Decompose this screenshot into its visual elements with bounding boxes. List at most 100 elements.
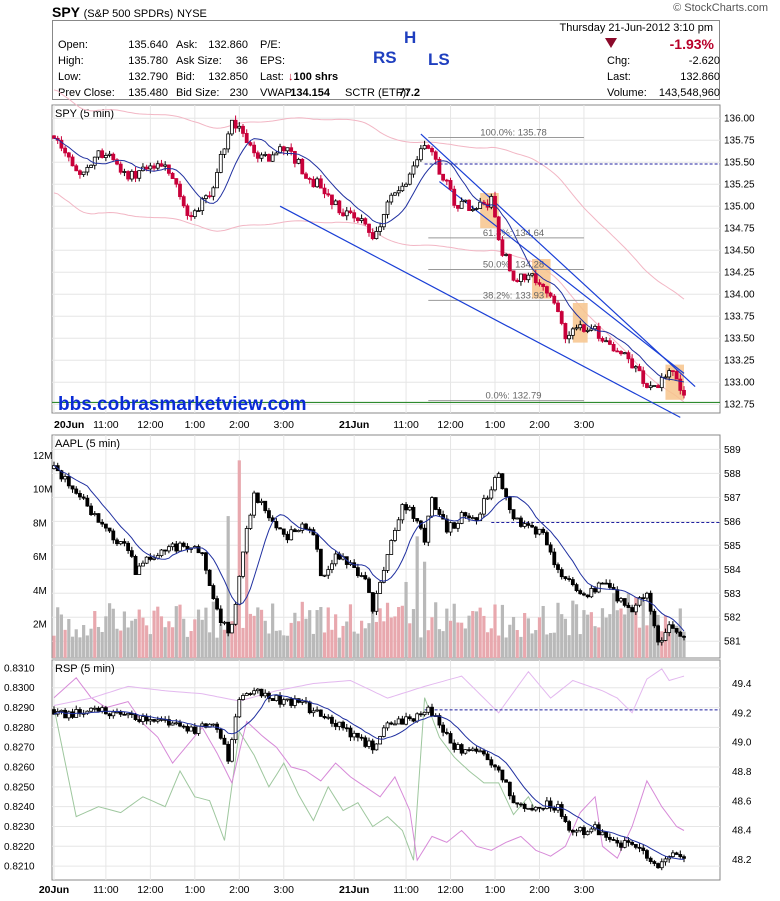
candle-body xyxy=(574,830,579,833)
candle-body xyxy=(567,334,572,340)
candle-body xyxy=(307,177,312,180)
candle-body xyxy=(289,529,294,541)
candle-body xyxy=(281,528,286,535)
candle-body xyxy=(66,152,71,158)
candle-body xyxy=(192,210,197,218)
candle-body xyxy=(530,273,534,276)
candle-body xyxy=(137,170,142,179)
candle-body xyxy=(185,726,190,732)
volume-bar xyxy=(641,600,645,658)
candle-body xyxy=(481,750,486,755)
candle-body xyxy=(285,698,290,701)
volume-bar xyxy=(137,609,141,658)
volume-bar xyxy=(382,621,386,658)
y-tick-label: 133.25 xyxy=(724,356,755,367)
candle-body xyxy=(426,706,431,713)
volume-bar xyxy=(408,623,412,658)
volume-bar xyxy=(345,621,349,658)
candle-body xyxy=(670,852,675,857)
candle-body xyxy=(663,632,668,641)
volume-bar xyxy=(82,625,86,658)
candle-body xyxy=(107,527,112,532)
candle-body xyxy=(652,861,657,864)
candle-body xyxy=(600,338,605,342)
candle-body xyxy=(374,593,379,612)
candle-body xyxy=(259,154,264,159)
candle-body xyxy=(103,707,108,715)
candle-body xyxy=(622,598,627,606)
candle-body xyxy=(607,340,612,345)
volume-bar xyxy=(374,621,379,658)
candle-body xyxy=(474,748,479,752)
volume-bar xyxy=(600,608,605,658)
candle-body xyxy=(626,840,631,843)
candle-body xyxy=(496,473,501,478)
candle-body xyxy=(78,492,82,498)
candle-body xyxy=(415,518,420,522)
volume-bar xyxy=(523,612,527,658)
candle-body xyxy=(370,232,375,240)
symbol: SPY xyxy=(52,4,81,20)
x-tick-label-bottom: 21Jun xyxy=(339,884,369,896)
candle-body xyxy=(248,514,253,529)
y-tick-label: 132.75 xyxy=(724,400,755,411)
y-tick-label: 133.75 xyxy=(724,312,755,323)
candle-body xyxy=(504,488,509,498)
candle-body xyxy=(281,699,286,705)
volume-bar xyxy=(515,630,519,658)
candle-body xyxy=(196,725,201,734)
y-tick-label: 585 xyxy=(724,541,741,552)
volume-bar xyxy=(219,624,223,658)
quote-value-1: 135.780 xyxy=(128,55,168,67)
candles-1 xyxy=(52,461,686,646)
candle-body xyxy=(400,504,405,521)
quote-label-3: Prev Close: xyxy=(58,87,115,99)
volume-bar xyxy=(334,614,338,658)
volume-bar xyxy=(152,610,156,658)
quote-label-14: Last: xyxy=(607,71,631,83)
candle-body xyxy=(426,515,431,543)
candle-body xyxy=(526,274,531,281)
candle-body xyxy=(463,199,468,202)
quote-label-7: Bid Size: xyxy=(176,87,220,99)
candle-body xyxy=(556,302,560,312)
candle-body xyxy=(422,527,427,543)
candle-body xyxy=(570,829,575,833)
candle-body xyxy=(563,323,568,340)
quote-label-11: VWAP: xyxy=(260,87,296,99)
volume-bar xyxy=(200,619,204,658)
candle-body xyxy=(233,603,238,625)
pattern-label-ls: LS xyxy=(428,50,450,69)
candle-body xyxy=(159,549,164,557)
candle-body xyxy=(667,370,672,378)
candle-body xyxy=(229,739,234,762)
green-ratio-line xyxy=(53,697,537,861)
candle-body xyxy=(296,530,301,533)
y-tick-label: 584 xyxy=(724,565,741,576)
volume-bar xyxy=(489,628,493,658)
candle-body xyxy=(252,144,257,154)
candle-body xyxy=(418,713,423,716)
volume-bar xyxy=(156,606,160,658)
candle-body xyxy=(222,621,227,624)
candle-body xyxy=(341,721,345,729)
volume-bar xyxy=(597,627,601,658)
candle-body xyxy=(378,581,383,594)
candle-body xyxy=(141,716,145,722)
candle-body xyxy=(604,831,609,838)
candle-body xyxy=(74,165,79,172)
candle-body xyxy=(115,539,119,545)
envelope-upper xyxy=(53,89,685,300)
candle-body xyxy=(255,492,260,503)
volume-bar xyxy=(593,626,597,658)
volume-bar xyxy=(411,609,416,658)
candle-body xyxy=(111,153,116,161)
candle-body xyxy=(215,172,219,189)
candle-body xyxy=(226,133,231,150)
candle-body xyxy=(422,711,427,716)
volume-bar xyxy=(141,617,145,658)
candle-body xyxy=(404,716,408,725)
volume-bar xyxy=(159,616,164,658)
volume-bar xyxy=(415,536,419,658)
candle-body xyxy=(615,350,620,353)
